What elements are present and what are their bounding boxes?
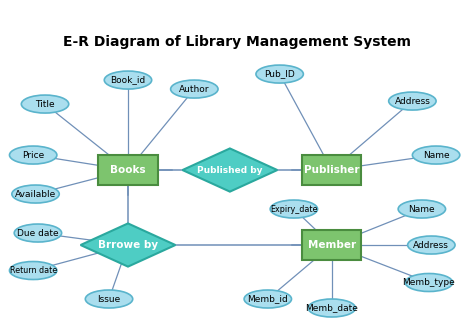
Text: Author: Author bbox=[179, 84, 210, 94]
Text: Publisher: Publisher bbox=[304, 165, 360, 175]
FancyBboxPatch shape bbox=[302, 230, 361, 260]
Text: Price: Price bbox=[22, 151, 44, 159]
Ellipse shape bbox=[12, 185, 59, 203]
Text: Title: Title bbox=[35, 99, 55, 109]
Ellipse shape bbox=[398, 200, 446, 218]
Text: Available: Available bbox=[15, 189, 56, 199]
Ellipse shape bbox=[21, 95, 69, 113]
Ellipse shape bbox=[14, 224, 62, 242]
Ellipse shape bbox=[270, 200, 318, 218]
Text: Pub_ID: Pub_ID bbox=[264, 69, 295, 79]
Ellipse shape bbox=[412, 146, 460, 164]
Ellipse shape bbox=[85, 290, 133, 308]
Text: Brrowe by: Brrowe by bbox=[98, 240, 158, 250]
Text: Name: Name bbox=[409, 204, 435, 214]
Text: Memb_type: Memb_type bbox=[402, 278, 456, 287]
Ellipse shape bbox=[405, 274, 453, 291]
FancyBboxPatch shape bbox=[302, 155, 361, 185]
Text: Address: Address bbox=[413, 241, 449, 249]
Text: Book_id: Book_id bbox=[110, 76, 146, 84]
Text: Memb_id: Memb_id bbox=[247, 294, 288, 304]
Text: Address: Address bbox=[394, 96, 430, 106]
Ellipse shape bbox=[389, 92, 436, 110]
FancyBboxPatch shape bbox=[99, 155, 157, 185]
Ellipse shape bbox=[408, 236, 455, 254]
Text: Name: Name bbox=[423, 151, 449, 159]
Text: Published by: Published by bbox=[197, 166, 263, 174]
Ellipse shape bbox=[308, 299, 356, 317]
Ellipse shape bbox=[256, 65, 303, 83]
Ellipse shape bbox=[104, 71, 152, 89]
Text: Due date: Due date bbox=[17, 229, 59, 238]
Ellipse shape bbox=[9, 261, 57, 279]
Text: Return date: Return date bbox=[9, 266, 57, 275]
Polygon shape bbox=[182, 148, 277, 192]
Ellipse shape bbox=[244, 290, 292, 308]
Text: E-R Diagram of Library Management System: E-R Diagram of Library Management System bbox=[63, 35, 411, 49]
Ellipse shape bbox=[9, 146, 57, 164]
Ellipse shape bbox=[171, 80, 218, 98]
Polygon shape bbox=[81, 223, 175, 267]
Text: Issue: Issue bbox=[97, 294, 121, 304]
Text: Books: Books bbox=[110, 165, 146, 175]
Text: Memb_date: Memb_date bbox=[305, 304, 358, 313]
Text: Expiry_date: Expiry_date bbox=[270, 204, 318, 214]
Text: Member: Member bbox=[308, 240, 356, 250]
